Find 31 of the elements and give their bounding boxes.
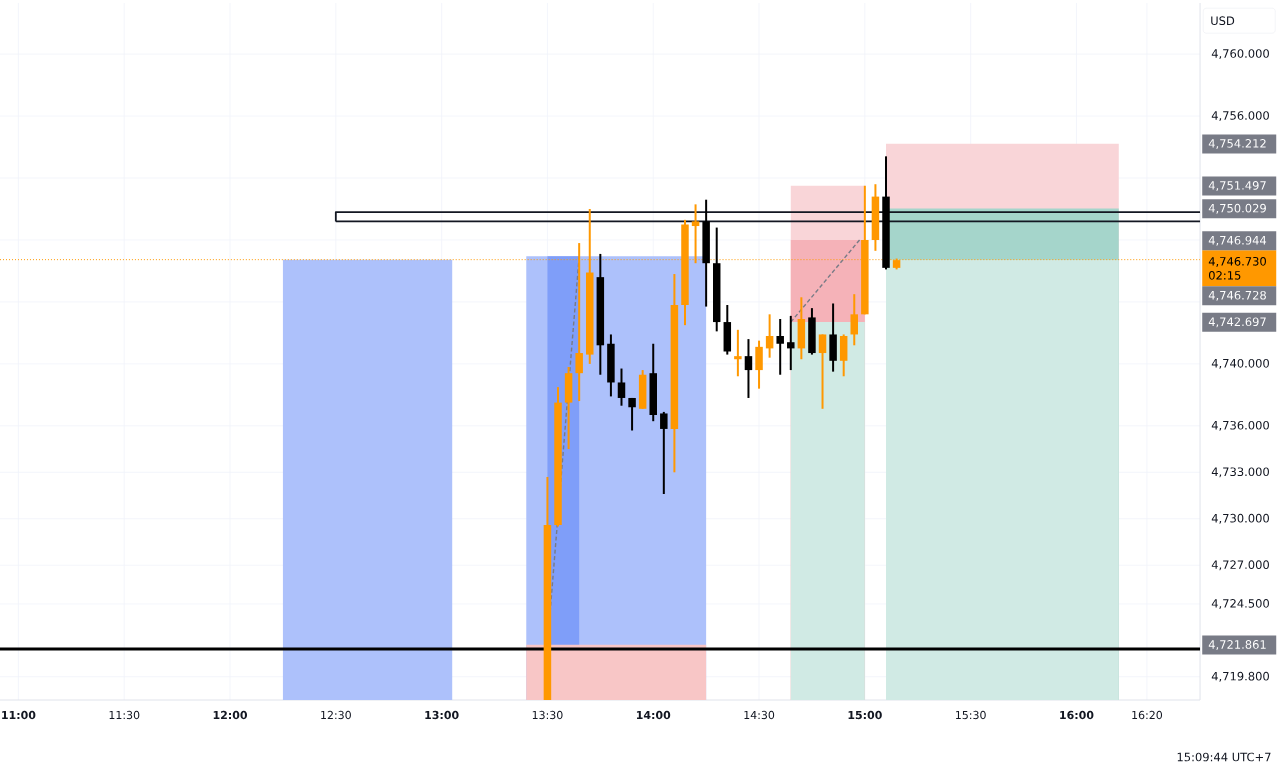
text: 4,742.697 <box>1208 317 1266 328</box>
y-tick-label: 4,730.000 <box>1211 513 1269 524</box>
y-tick-label: 4,736.000 <box>1211 420 1269 431</box>
y-tick-label: 4,756.000 <box>1211 111 1269 122</box>
y-tick-label: 4,727.000 <box>1211 560 1269 571</box>
text: 4,746.944 <box>1208 235 1267 246</box>
text: 4,746.728 <box>1208 290 1266 301</box>
x-tick-label: 13:30 <box>532 710 563 720</box>
text: 4,754.212 <box>1208 139 1266 149</box>
x-tick-label: 16:00 <box>1060 710 1094 720</box>
x-tick-label: 11:30 <box>109 710 140 720</box>
text: 4,721.861 <box>1208 640 1266 650</box>
y-axis-title: USD <box>1211 16 1235 26</box>
x-tick-label: 12:30 <box>321 710 351 720</box>
x-tick-label: 15:00 <box>848 710 882 720</box>
x-tick-label: 16:20 <box>1132 710 1163 720</box>
x-tick-label: 15:30 <box>956 710 986 720</box>
x-tick-label: 12:00 <box>213 710 247 720</box>
x-tick-label: 14:00 <box>636 710 671 720</box>
ref-line-label: 4,746.730 02:15 <box>1208 257 1266 280</box>
text: 15:09:44 UTC+7 <box>1177 752 1271 762</box>
y-tick-label: 4,760.000 <box>1211 49 1269 60</box>
x-tick-label: 13:00 <box>425 710 459 720</box>
y-tick-label: 4,724.500 <box>1211 599 1269 609</box>
text: 4,751.497 <box>1208 181 1266 191</box>
x-tick-label: 11:00 <box>2 710 36 720</box>
x-tick-label: 14:30 <box>744 710 775 720</box>
y-tick-label: 4,719.800 <box>1211 671 1269 682</box>
y-tick-label: 4,740.000 <box>1211 358 1269 369</box>
text: 4,750.029 <box>1208 203 1266 214</box>
y-tick-label: 4,733.000 <box>1211 467 1269 478</box>
